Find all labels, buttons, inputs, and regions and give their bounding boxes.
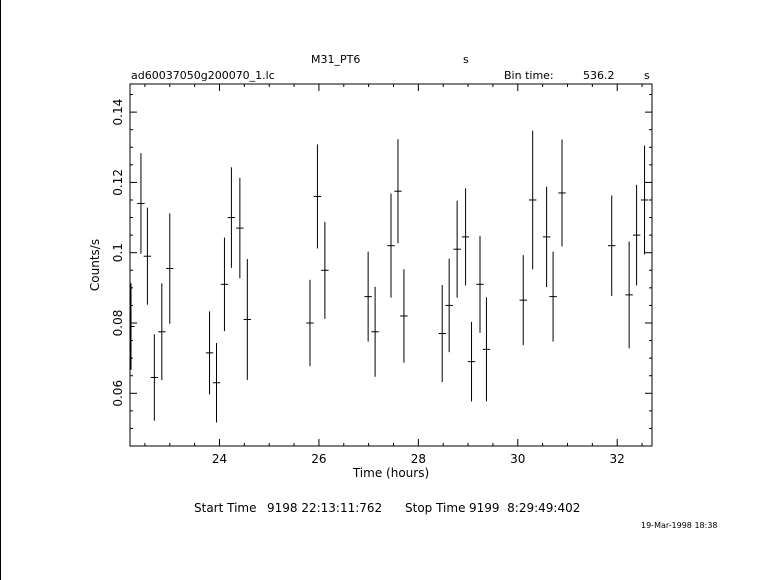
data-point: [461, 188, 470, 286]
y-tick-label: 0.1: [111, 243, 125, 262]
y-tick-label: 0.06: [111, 380, 125, 407]
y-tick-label: 0.12: [111, 169, 125, 196]
x-tick-label: 32: [610, 452, 625, 466]
data-point: [130, 283, 135, 370]
object-unit-label: s: [463, 53, 469, 66]
data-point: [321, 221, 329, 319]
data-point: [640, 145, 649, 255]
data-point: [549, 251, 557, 342]
data-point: [558, 139, 566, 247]
data-point: [453, 200, 461, 298]
x-axis-label: Time (hours): [352, 466, 429, 480]
data-point: [371, 286, 379, 377]
bin-time-unit: s: [644, 69, 650, 82]
y-tick-label: 0.08: [111, 310, 125, 337]
data-point: [306, 279, 314, 367]
data-point: [528, 130, 537, 270]
data-point: [467, 321, 476, 402]
x-tick-label: 30: [510, 452, 525, 466]
bin-time-value: 536.2: [583, 69, 615, 82]
data-point: [158, 283, 166, 381]
data-point: [394, 139, 402, 244]
data-point: [220, 237, 229, 332]
data-point: [205, 311, 214, 395]
data-point: [542, 186, 551, 288]
data-point: [632, 184, 641, 286]
data-point: [137, 153, 145, 254]
stop-time-label: Stop Time: [405, 501, 466, 515]
y-tick-label: 0.14: [111, 99, 125, 126]
start-time-value: 9198 22:13:11:762: [267, 501, 383, 515]
data-point: [445, 258, 453, 353]
data-point: [387, 193, 395, 298]
data-point: [476, 235, 484, 333]
data-point: [227, 167, 236, 268]
data-point: [400, 269, 408, 363]
data-point: [519, 255, 527, 346]
data-point: [608, 195, 616, 296]
data-point: [313, 144, 322, 249]
filename-label: ad60037050g200070_1.lc: [131, 69, 275, 82]
x-tick-label: 28: [411, 452, 426, 466]
data-point: [212, 343, 221, 423]
bin-time-label: Bin time:: [504, 69, 554, 82]
start-time-label: Start Time: [194, 501, 257, 515]
data-point: [482, 297, 491, 402]
data-point: [166, 213, 174, 324]
plot-frame: [129, 83, 653, 447]
y-axis-label: Counts/s: [88, 239, 102, 291]
data-point: [364, 251, 372, 342]
data-point: [438, 285, 446, 383]
window-left-border: [0, 0, 1, 580]
data-point: [236, 177, 244, 279]
data-point: [150, 334, 159, 421]
data-point: [143, 207, 152, 305]
x-tick-label: 26: [311, 452, 326, 466]
stop-time-value: 9199 8:29:49:402: [469, 501, 581, 515]
data-point: [625, 241, 633, 349]
x-tick-label: 24: [212, 452, 227, 466]
data-point: [243, 259, 252, 380]
plot-timestamp: 19-Mar-1998 18:38: [641, 521, 718, 530]
object-name: M31_PT6: [311, 53, 361, 66]
